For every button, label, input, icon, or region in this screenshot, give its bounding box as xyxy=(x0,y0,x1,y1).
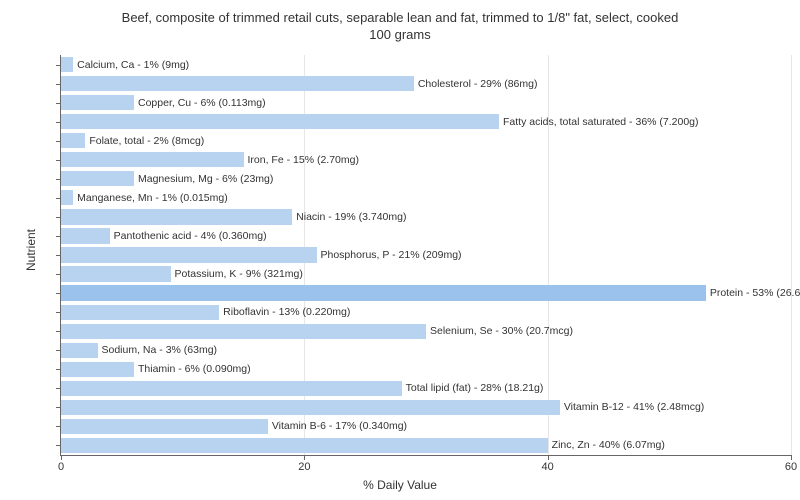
xtick-mark xyxy=(304,455,305,460)
bar: Zinc, Zn - 40% (6.07mg) xyxy=(61,438,548,453)
bar-label: Vitamin B-12 - 41% (2.48mcg) xyxy=(564,401,704,413)
nutrient-chart: Beef, composite of trimmed retail cuts, … xyxy=(0,0,800,500)
bar: Manganese, Mn - 1% (0.015mg) xyxy=(61,190,73,205)
bar-label: Potassium, K - 9% (321mg) xyxy=(175,268,303,280)
bar-label: Zinc, Zn - 40% (6.07mg) xyxy=(552,439,665,451)
bar: Phosphorus, P - 21% (209mg) xyxy=(61,247,317,262)
plot-area: 0204060Calcium, Ca - 1% (9mg)Cholesterol… xyxy=(60,55,791,456)
bar: Protein - 53% (26.63g) xyxy=(61,285,706,300)
bar-label: Niacin - 19% (3.740mg) xyxy=(296,211,406,223)
bar: Sodium, Na - 3% (63mg) xyxy=(61,343,98,358)
bar: Cholesterol - 29% (86mg) xyxy=(61,76,414,91)
bar-label: Iron, Fe - 15% (2.70mg) xyxy=(248,154,359,166)
bar: Magnesium, Mg - 6% (23mg) xyxy=(61,171,134,186)
bar-label: Riboflavin - 13% (0.220mg) xyxy=(223,306,350,318)
bar-label: Thiamin - 6% (0.090mg) xyxy=(138,363,251,375)
bar-label: Manganese, Mn - 1% (0.015mg) xyxy=(77,192,228,204)
bar: Total lipid (fat) - 28% (18.21g) xyxy=(61,381,402,396)
bar: Fatty acids, total saturated - 36% (7.20… xyxy=(61,114,499,129)
title-line2: 100 grams xyxy=(369,27,430,42)
xtick-label: 20 xyxy=(298,461,310,473)
chart-title: Beef, composite of trimmed retail cuts, … xyxy=(0,10,800,44)
bar: Vitamin B-12 - 41% (2.48mcg) xyxy=(61,400,560,415)
bar: Selenium, Se - 30% (20.7mcg) xyxy=(61,324,426,339)
bar-label: Cholesterol - 29% (86mg) xyxy=(418,78,538,90)
xtick-label: 0 xyxy=(58,461,64,473)
title-line1: Beef, composite of trimmed retail cuts, … xyxy=(122,10,679,25)
bar: Folate, total - 2% (8mcg) xyxy=(61,133,85,148)
xtick-mark xyxy=(548,455,549,460)
bar: Pantothenic acid - 4% (0.360mg) xyxy=(61,228,110,243)
xtick-label: 60 xyxy=(785,461,797,473)
bar-label: Copper, Cu - 6% (0.113mg) xyxy=(138,97,266,109)
bar: Calcium, Ca - 1% (9mg) xyxy=(61,57,73,72)
bar: Thiamin - 6% (0.090mg) xyxy=(61,362,134,377)
gridline xyxy=(791,55,792,455)
bar: Iron, Fe - 15% (2.70mg) xyxy=(61,152,244,167)
bar-label: Fatty acids, total saturated - 36% (7.20… xyxy=(503,116,699,128)
bar: Niacin - 19% (3.740mg) xyxy=(61,209,292,224)
bar-label: Phosphorus, P - 21% (209mg) xyxy=(321,249,462,261)
xtick-label: 40 xyxy=(542,461,554,473)
xtick-mark xyxy=(791,455,792,460)
bar-label: Total lipid (fat) - 28% (18.21g) xyxy=(406,382,544,394)
bar-label: Selenium, Se - 30% (20.7mcg) xyxy=(430,325,573,337)
bar-label: Magnesium, Mg - 6% (23mg) xyxy=(138,173,273,185)
bar-label: Sodium, Na - 3% (63mg) xyxy=(102,344,218,356)
bar: Copper, Cu - 6% (0.113mg) xyxy=(61,95,134,110)
bar: Vitamin B-6 - 17% (0.340mg) xyxy=(61,419,268,434)
bar-label: Protein - 53% (26.63g) xyxy=(710,287,800,299)
bar-label: Vitamin B-6 - 17% (0.340mg) xyxy=(272,420,407,432)
x-axis-label: % Daily Value xyxy=(0,478,800,492)
bar-label: Pantothenic acid - 4% (0.360mg) xyxy=(114,230,267,242)
bar: Riboflavin - 13% (0.220mg) xyxy=(61,305,219,320)
y-axis-label: Nutrient xyxy=(24,229,38,271)
bar-label: Folate, total - 2% (8mcg) xyxy=(89,135,204,147)
bar-label: Calcium, Ca - 1% (9mg) xyxy=(77,59,189,71)
xtick-mark xyxy=(61,455,62,460)
bar: Potassium, K - 9% (321mg) xyxy=(61,266,171,281)
